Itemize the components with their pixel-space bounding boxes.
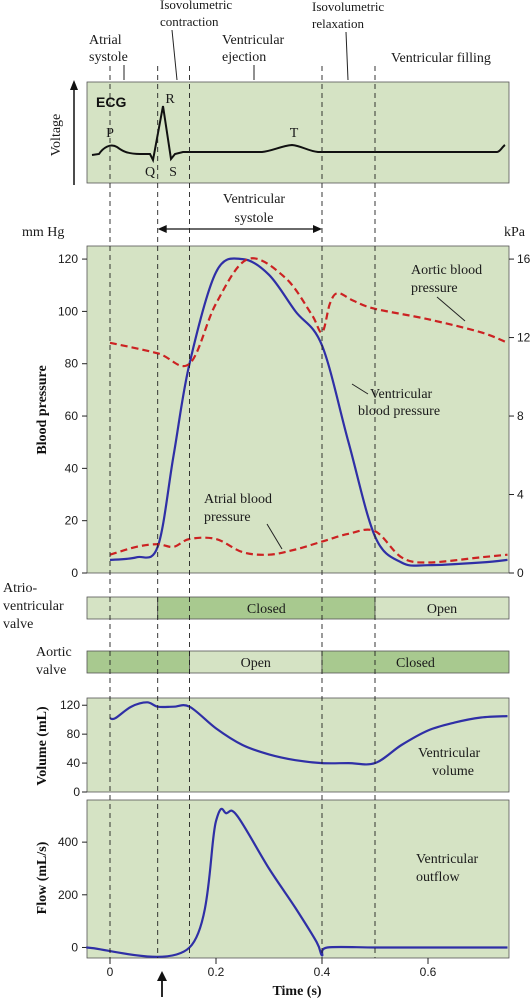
av-valve-label-line2: ventricular xyxy=(3,599,64,614)
tick-label: 80 xyxy=(67,727,81,741)
legend-aortic-leader xyxy=(436,296,466,322)
ecg-voltage-axis xyxy=(70,80,78,185)
legend-ventricular-line2: blood pressure xyxy=(358,404,440,419)
tick-label: 0 xyxy=(71,940,78,954)
tick-label: 16 xyxy=(517,252,531,266)
aortic-valve-bar: Open Closed xyxy=(86,650,510,674)
tick-label: 0 xyxy=(517,566,524,580)
pressure-ylabel: Blood pressure xyxy=(35,365,50,454)
tick-label: 80 xyxy=(65,357,79,371)
legend-aortic-line2: pressure xyxy=(411,281,458,296)
ventricular-pressure-line xyxy=(109,257,508,567)
pressure-left-unit: mm Hg xyxy=(22,225,64,240)
av-open-segment-2-label: Open xyxy=(427,602,457,617)
phase-ventricular-ejection-line1: Ventricular xyxy=(222,33,285,48)
flow-ticks: 0 200 400 xyxy=(58,835,87,954)
tick-label: 120 xyxy=(60,698,80,712)
av-valve-label-line1: Atrio- xyxy=(3,581,38,596)
tick-label: 40 xyxy=(65,461,79,475)
pressure-left-ticks: 0 20 40 60 80 100 120 xyxy=(58,252,87,580)
tick-label: 0 xyxy=(107,965,114,979)
ecg-wave-R: R xyxy=(165,92,175,107)
legend-ventricular-leader xyxy=(351,383,369,395)
aortic-open-segment-label: Open xyxy=(241,656,271,671)
legend-flow-line1: Ventricular xyxy=(416,852,479,867)
tick-label: 100 xyxy=(58,304,78,318)
phase-ventricular-filling: Ventricular filling xyxy=(391,51,491,66)
start-arrow xyxy=(157,971,167,997)
aortic-closed-segment-2-label: Closed xyxy=(396,656,435,671)
ventricular-systole-arrow xyxy=(157,225,322,233)
ventricular-outflow-line xyxy=(86,807,508,958)
tick-label: 120 xyxy=(58,252,78,266)
phase-iso-contraction-line1: Isovolumetric xyxy=(160,0,232,12)
ecg-tag: ECG xyxy=(96,94,126,110)
volume-ylabel: Volume (mL) xyxy=(35,706,50,786)
ecg-wave-T: T xyxy=(290,126,299,141)
tick-label: 0 xyxy=(73,785,80,799)
legend-volume-line2: volume xyxy=(432,764,474,779)
phase-iso-contraction-line2: contraction xyxy=(160,14,219,29)
tick-label: 20 xyxy=(65,514,79,528)
av-open-segment xyxy=(86,596,159,620)
pressure-right-unit: kPa xyxy=(504,225,526,240)
aortic-pressure-line xyxy=(109,257,508,368)
aortic-valve-label-line2: valve xyxy=(36,663,66,678)
legend-volume-line1: Ventricular xyxy=(418,746,481,761)
volume-ticks: 0 40 80 120 xyxy=(60,698,87,799)
tick-label: 4 xyxy=(517,488,524,502)
aortic-closed-segment xyxy=(86,650,190,674)
av-valve-bar: Closed Open xyxy=(86,596,510,620)
pressure-series xyxy=(109,257,508,567)
phase-boundary-lines xyxy=(109,66,376,958)
tick-label: 8 xyxy=(517,409,524,423)
flow-series xyxy=(86,807,508,958)
atrial-pressure-line xyxy=(109,528,508,564)
legend-flow-line2: outflow xyxy=(416,870,460,885)
ecg-ylabel: Voltage xyxy=(49,114,64,157)
ventricular-volume-line xyxy=(109,701,508,766)
tick-label: 0.4 xyxy=(314,965,331,979)
pressure-right-ticks: 0 4 8 12 16 xyxy=(509,252,531,580)
av-closed-segment-label: Closed xyxy=(247,602,286,617)
ventricular-systole-line1: Ventricular xyxy=(223,192,286,207)
time-xlabel: Time (s) xyxy=(272,984,321,999)
legend-atrial-line1: Atrial blood xyxy=(204,492,272,507)
flow-ylabel: Flow (mL/s) xyxy=(35,841,50,914)
legend-ventricular-line1: Ventricular xyxy=(370,387,433,402)
ventricular-systole-line2: systole xyxy=(235,211,274,226)
tick-label: 0 xyxy=(71,566,78,580)
av-valve-label-line3: valve xyxy=(3,617,33,632)
ecg-wave-S: S xyxy=(169,165,177,180)
legend-atrial-line2: pressure xyxy=(204,510,251,525)
tick-label: 200 xyxy=(58,888,78,902)
tick-label: 0.2 xyxy=(208,965,225,979)
tick-label: 40 xyxy=(67,756,81,770)
phase-ventricular-ejection-line2: ejection xyxy=(222,50,266,65)
aortic-valve-label-line1: Aortic xyxy=(36,645,72,660)
ecg-wave-Q: Q xyxy=(145,165,155,180)
phase-atrial-systole-line2: systole xyxy=(89,50,128,65)
phase-atrial-systole-line1: Atrial xyxy=(89,33,122,48)
volume-series xyxy=(109,701,508,766)
tick-label: 60 xyxy=(65,409,79,423)
tick-label: 400 xyxy=(58,835,78,849)
legend-aortic-line1: Aortic blood xyxy=(411,263,482,278)
tick-label: 12 xyxy=(517,331,531,345)
legend-atrial-leader xyxy=(266,523,283,550)
time-axis-ticks: 0 0.2 0.4 0.6 xyxy=(107,958,437,979)
ecg-trace xyxy=(91,105,506,164)
tick-label: 0.6 xyxy=(420,965,437,979)
phase-iso-relaxation-line2: relaxation xyxy=(312,16,364,31)
phase-iso-relaxation-line1: Isovolumetric xyxy=(312,0,384,14)
